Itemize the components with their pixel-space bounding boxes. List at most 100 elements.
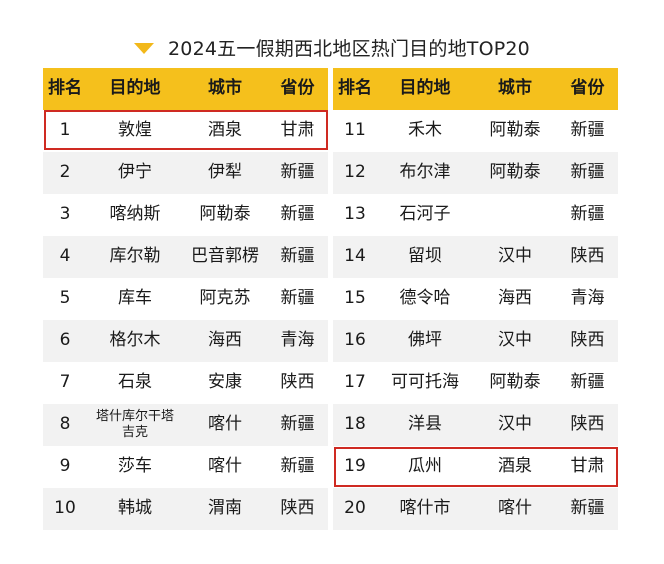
destination-cell: 塔什库尔干塔 吉克 <box>95 408 174 440</box>
destination-cell: 库车 <box>118 288 152 309</box>
province-cell: 新疆 <box>280 246 315 267</box>
header-city: 城市 <box>498 78 532 99</box>
city-cell: 阿勒泰 <box>489 162 541 183</box>
province-cell: 新疆 <box>570 498 605 519</box>
rank-cell: 3 <box>59 204 71 225</box>
triangle-down-icon <box>134 42 155 54</box>
destination-cell: 石泉 <box>118 372 152 393</box>
province-cell: 青海 <box>570 288 605 309</box>
table-row: 7 石泉 安康 陕西 <box>43 362 328 404</box>
header-destination: 目的地 <box>109 78 161 99</box>
rank-cell: 2 <box>59 162 71 183</box>
destination-cell: 敦煌 <box>118 120 152 141</box>
rank-cell: 20 <box>344 498 366 519</box>
table-row: 14 留坝 汉中 陕西 <box>333 236 618 278</box>
header-rank: 排名 <box>48 78 82 99</box>
destination-cell: 石河子 <box>399 204 451 225</box>
province-cell: 陕西 <box>570 246 605 267</box>
province-cell: 甘肃 <box>280 120 315 141</box>
rank-cell: 14 <box>344 246 366 267</box>
province-cell: 新疆 <box>570 204 605 225</box>
city-cell: 汉中 <box>498 330 532 351</box>
rank-cell: 5 <box>59 288 71 309</box>
rank-cell: 17 <box>344 372 366 393</box>
city-cell: 海西 <box>498 288 532 309</box>
province-cell: 新疆 <box>280 204 315 225</box>
rank-cell: 6 <box>59 330 71 351</box>
destination-cell: 伊宁 <box>118 162 152 183</box>
destination-cell: 禾木 <box>408 120 442 141</box>
table-row: 10 韩城 渭南 陕西 <box>43 488 328 530</box>
city-cell: 喀什 <box>498 498 532 519</box>
table-row: 15 德令哈 海西 青海 <box>333 278 618 320</box>
province-cell: 新疆 <box>280 288 315 309</box>
rank-cell: 19 <box>344 456 366 477</box>
table-header: 排名 目的地 城市 省份 <box>43 68 328 110</box>
table-row: 2 伊宁 伊犁 新疆 <box>43 152 328 194</box>
header-destination: 目的地 <box>399 78 451 99</box>
table-row: 13 石河子 新疆 <box>333 194 618 236</box>
city-cell: 巴音郭楞 <box>191 246 259 267</box>
rank-cell: 9 <box>59 456 71 477</box>
rank-cell: 10 <box>54 498 76 519</box>
destination-cell: 库尔勒 <box>109 246 161 267</box>
city-cell: 安康 <box>208 372 242 393</box>
province-cell: 新疆 <box>280 414 315 435</box>
city-cell: 渭南 <box>208 498 242 519</box>
province-cell: 新疆 <box>280 162 315 183</box>
header-rank: 排名 <box>338 78 372 99</box>
province-cell: 青海 <box>280 330 315 351</box>
province-cell: 新疆 <box>570 162 605 183</box>
province-cell: 陕西 <box>280 498 315 519</box>
city-cell: 汉中 <box>498 414 532 435</box>
city-cell: 阿勒泰 <box>489 372 541 393</box>
destination-cell: 洋县 <box>408 414 442 435</box>
province-cell: 新疆 <box>570 372 605 393</box>
destination-cell: 布尔津 <box>399 162 451 183</box>
province-cell: 陕西 <box>570 330 605 351</box>
rank-cell: 15 <box>344 288 366 309</box>
header-province: 省份 <box>570 78 605 99</box>
destination-cell: 格尔木 <box>109 330 161 351</box>
table-row: 16 佛坪 汉中 陕西 <box>333 320 618 362</box>
city-cell: 酒泉 <box>498 456 532 477</box>
rank-cell: 12 <box>344 162 366 183</box>
table-row: 9 莎车 喀什 新疆 <box>43 446 328 488</box>
table-row: 1 敦煌 酒泉 甘肃 <box>43 110 328 152</box>
province-cell: 新疆 <box>280 456 315 477</box>
rank-cell: 16 <box>344 330 366 351</box>
destination-cell: 莎车 <box>118 456 152 477</box>
table-row: 11 禾木 阿勒泰 新疆 <box>333 110 618 152</box>
header-city: 城市 <box>208 78 242 99</box>
destination-cell: 瓜州 <box>408 456 442 477</box>
page-title: 2024五一假期西北地区热门目的地TOP20 <box>168 37 530 60</box>
ranking-table-left: 排名 目的地 城市 省份 1 敦煌 酒泉 甘肃 2 伊宁 伊犁 新疆 3 喀纳斯 阿勒泰 新疆 4 库尔勒… <box>43 68 328 530</box>
header-province: 省份 <box>280 78 315 99</box>
table-row: 6 格尔木 海西 青海 <box>43 320 328 362</box>
destination-cell: 德令哈 <box>399 288 451 309</box>
destination-cell: 喀什市 <box>399 498 451 519</box>
province-cell: 新疆 <box>570 120 605 141</box>
province-cell: 陕西 <box>570 414 605 435</box>
table-row: 17 可可托海 阿勒泰 新疆 <box>333 362 618 404</box>
city-cell: 伊犁 <box>208 162 242 183</box>
city-cell: 汉中 <box>498 246 532 267</box>
table-row: 19 瓜州 酒泉 甘肃 <box>333 446 618 488</box>
destination-cell: 留坝 <box>408 246 442 267</box>
city-cell: 阿勒泰 <box>199 204 251 225</box>
ranking-table-right: 排名 目的地 城市 省份 11 禾木 阿勒泰 新疆 12 布尔津 阿勒泰 新疆 13 石河子 新疆 1… <box>333 68 618 530</box>
city-cell: 阿勒泰 <box>489 120 541 141</box>
destination-cell: 佛坪 <box>408 330 442 351</box>
city-cell: 酒泉 <box>208 120 242 141</box>
city-cell: 喀什 <box>208 414 242 435</box>
table-row: 3 喀纳斯 阿勒泰 新疆 <box>43 194 328 236</box>
city-cell: 海西 <box>208 330 242 351</box>
rank-cell: 18 <box>344 414 366 435</box>
rank-cell: 8 <box>59 414 71 435</box>
table-row: 4 库尔勒 巴音郭楞 新疆 <box>43 236 328 278</box>
rank-cell: 7 <box>59 372 71 393</box>
table-header: 排名 目的地 城市 省份 <box>333 68 618 110</box>
table-row: 20 喀什市 喀什 新疆 <box>333 488 618 530</box>
rank-cell: 4 <box>59 246 71 267</box>
title-bar: 2024五一假期西北地区热门目的地TOP20 <box>0 30 664 64</box>
